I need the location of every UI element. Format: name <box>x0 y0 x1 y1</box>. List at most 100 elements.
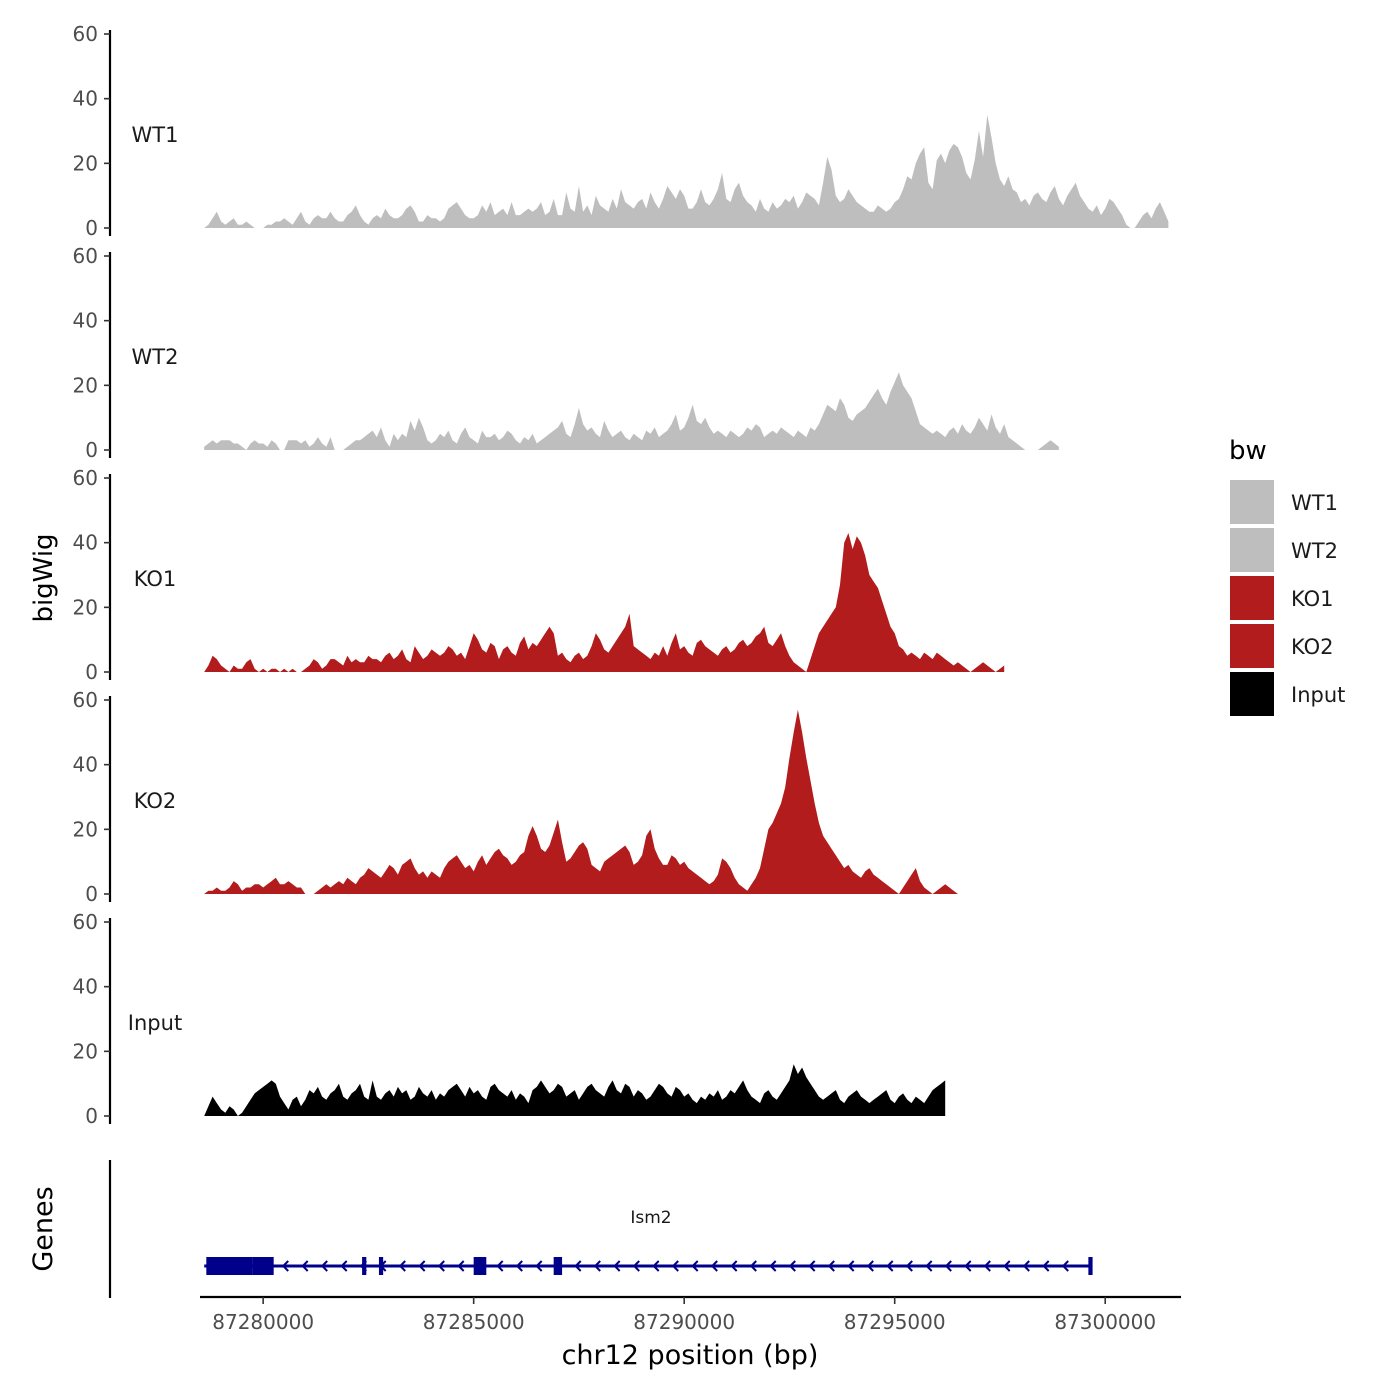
y-tick-label: 0 <box>85 660 98 684</box>
strand-arrow <box>1042 1260 1050 1272</box>
y-tick-label: 40 <box>73 531 98 555</box>
legend-label: KO2 <box>1291 635 1334 659</box>
x-tick-label: 87290000 <box>633 1310 735 1334</box>
x-tick-label: 87300000 <box>1054 1310 1156 1334</box>
x-tick-label: 87295000 <box>844 1310 946 1334</box>
genes-axis-title: Genes <box>28 1186 59 1271</box>
strand-arrow <box>535 1260 543 1272</box>
x-axis: 87280000 87285000 87290000 87295000 87300000… <box>200 1295 1181 1371</box>
y-tick-label: 60 <box>73 244 98 268</box>
strand-arrow <box>496 1260 504 1272</box>
strand-arrow <box>964 1260 972 1272</box>
strand-arrow <box>905 1260 913 1272</box>
legend-swatch-ko1 <box>1230 576 1274 620</box>
signal-area-wt2 <box>204 372 1059 450</box>
y-tick-label: 20 <box>73 817 98 841</box>
strand-arrow <box>301 1260 309 1272</box>
legend-swatch-input <box>1230 672 1274 716</box>
strand-arrow <box>710 1260 718 1272</box>
legend-label: WT1 <box>1291 491 1338 515</box>
strand-arrow <box>457 1260 465 1272</box>
gene-exon <box>362 1257 367 1275</box>
strand-arrow <box>808 1260 816 1272</box>
signal-area-ko1 <box>204 533 1005 672</box>
signal-area-wt1 <box>204 114 1169 228</box>
strand-arrow <box>632 1260 640 1272</box>
track-panel-wt1: 0 20 40 60 WT1 <box>73 22 1169 240</box>
y-tick-label: 20 <box>73 595 98 619</box>
gene-exon <box>1088 1257 1093 1275</box>
track-label: KO1 <box>134 567 177 591</box>
strand-arrow <box>340 1260 348 1272</box>
track-label: Input <box>128 1011 182 1035</box>
track-label: KO2 <box>134 789 177 813</box>
gene-exon <box>473 1257 487 1275</box>
y-tick-label: 40 <box>73 87 98 111</box>
y-tick-label: 60 <box>73 688 98 712</box>
x-tick-label: 87285000 <box>423 1310 525 1334</box>
y-tick-label: 20 <box>73 1039 98 1063</box>
strand-arrow <box>886 1260 894 1272</box>
track-panel-input: 0 20 40 60 Input <box>73 910 946 1128</box>
gene-exon <box>553 1257 563 1275</box>
y-tick-label: 40 <box>73 975 98 999</box>
strand-arrow <box>593 1260 601 1272</box>
strand-arrow <box>1022 1260 1030 1272</box>
gene-exon <box>206 1257 253 1275</box>
y-tick-label: 0 <box>85 216 98 240</box>
y-tick-label: 60 <box>73 466 98 490</box>
y-tick-label: 40 <box>73 309 98 333</box>
strand-arrow <box>847 1260 855 1272</box>
y-tick-label: 60 <box>73 910 98 934</box>
strand-arrow <box>827 1260 835 1272</box>
signal-area-input <box>204 1064 946 1116</box>
y-tick-label: 20 <box>73 373 98 397</box>
y-tick-label: 0 <box>85 882 98 906</box>
strand-arrow <box>925 1260 933 1272</box>
x-tick-label: 87280000 <box>212 1310 314 1334</box>
strand-arrow <box>281 1260 289 1272</box>
strand-arrow <box>320 1260 328 1272</box>
strand-arrow <box>983 1260 991 1272</box>
legend-title: bw <box>1229 436 1267 466</box>
legend-swatch-ko2 <box>1230 624 1274 668</box>
strand-arrow <box>515 1260 523 1272</box>
strand-arrow <box>574 1260 582 1272</box>
track-panel-ko2: 0 20 40 60 KO2 <box>73 688 958 906</box>
track-panel-ko1: 0 20 40 60 KO1 <box>73 466 1005 684</box>
y-tick-label: 0 <box>85 438 98 462</box>
track-label: WT2 <box>132 345 179 369</box>
strand-arrow <box>749 1260 757 1272</box>
legend-label: WT2 <box>1291 539 1338 563</box>
strand-arrow <box>418 1260 426 1272</box>
y-tick-label: 20 <box>73 151 98 175</box>
strand-arrow <box>691 1260 699 1272</box>
gene-exon <box>252 1257 274 1275</box>
signal-area-ko2 <box>204 709 958 894</box>
genes-track: Genes Ism2 <box>28 1160 1093 1298</box>
strand-arrow <box>1061 1260 1069 1272</box>
strand-arrow <box>866 1260 874 1272</box>
strand-arrow <box>769 1260 777 1272</box>
legend-label: Input <box>1291 683 1345 707</box>
y-tick-label: 40 <box>73 753 98 777</box>
y-axis-title: bigWig <box>29 533 59 622</box>
y-tick-label: 0 <box>85 1104 98 1128</box>
legend-label: KO1 <box>1291 587 1334 611</box>
x-axis-title: chr12 position (bp) <box>562 1340 819 1371</box>
strand-arrow <box>730 1260 738 1272</box>
strand-arrow <box>437 1260 445 1272</box>
strand-arrow <box>671 1260 679 1272</box>
y-tick-label: 60 <box>73 22 98 46</box>
strand-arrow <box>613 1260 621 1272</box>
legend: bw WT1 WT2 KO1 KO2 Input <box>1229 436 1345 716</box>
track-label: WT1 <box>132 123 179 147</box>
legend-swatch-wt2 <box>1230 528 1274 572</box>
strand-arrow <box>652 1260 660 1272</box>
legend-swatch-wt1 <box>1230 480 1274 524</box>
strand-arrow <box>1003 1260 1011 1272</box>
gene-exon <box>378 1257 384 1275</box>
strand-arrow <box>398 1260 406 1272</box>
gene-name-label: Ism2 <box>630 1208 671 1228</box>
